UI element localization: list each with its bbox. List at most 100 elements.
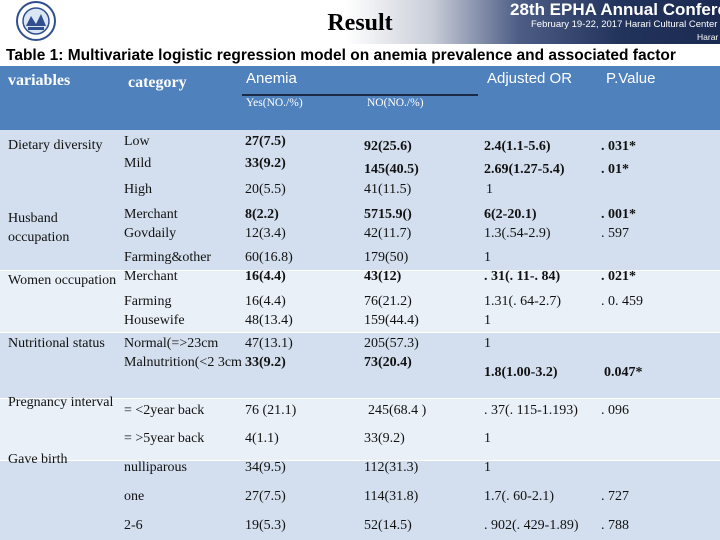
category-cell: Farming&other [124,250,212,265]
category-cell: High [124,182,152,197]
variable-pregnancy-interval: Pregnancy interval [8,395,114,410]
category-cell: Farming [124,294,172,309]
no-cell: 43(12) [364,269,402,284]
row-divider [0,398,720,399]
no-cell: 112(31.3) [364,460,419,475]
conference-title: 28th EPHA Annual Conference [510,0,720,19]
no-cell: 42(11.7) [364,226,412,241]
or-cell: 1.7(. 60-2.1) [484,489,554,504]
conference-dates: February 19-22, 2017 Harari Cultural Cen… [531,19,718,30]
category-cell: Malnutrition(<2 3cm [124,355,242,370]
yes-cell: 60(16.8) [245,250,293,265]
band-husband [0,270,720,332]
p-cell: . 0. 459 [601,294,643,309]
yes-cell: 76 (21.1) [245,403,297,418]
p-cell: . 001* [601,207,636,222]
or-cell: 2.69(1.27-5.4) [484,162,565,177]
yes-cell: 27(7.5) [245,489,286,504]
category-cell: 2-6 [124,518,143,533]
no-cell: 92(25.6) [364,139,412,154]
p-cell: . 021* [601,269,636,284]
row-divider [0,270,720,271]
category-cell: Low [124,134,150,149]
yes-cell: 8(2.2) [245,207,279,222]
category-cell: nulliparous [124,460,187,475]
yes-cell: 20(5.5) [245,182,286,197]
yes-cell: 47(13.1) [245,336,293,351]
band-dietary [0,130,720,270]
no-cell: 33(9.2) [364,431,405,446]
no-cell: 73(20.4) [364,355,412,370]
p-cell: . 727 [601,489,629,504]
category-cell: one [124,489,145,504]
category-cell: Merchant [124,207,178,222]
header-variables: variables [8,72,71,89]
no-cell: 145(40.5) [364,162,419,177]
yes-cell: 19(5.3) [245,518,286,533]
or-cell: 1 [484,336,491,351]
yes-cell: 16(4.4) [245,269,286,284]
yes-cell: 34(9.5) [245,460,286,475]
band-women [0,332,720,398]
no-cell: 245(68.4 ) [368,403,427,418]
header-adjusted-or: Adjusted OR [487,70,573,87]
regression-table: variables category Anemia Yes(NO./%) NO(… [0,66,720,540]
or-cell: 1.3(.54-2.9) [484,226,551,241]
header-yes: Yes(NO./%) [246,97,303,109]
row-divider [0,332,720,333]
p-cell: . 031* [601,139,636,154]
p-cell: . 788 [601,518,629,533]
no-cell: 76(21.2) [364,294,412,309]
category-cell: = <2year back [124,403,205,418]
p-cell: . 597 [601,226,629,241]
or-cell: 1.8(1.00-3.2) [484,365,558,380]
yes-cell: 12(3.4) [245,226,286,241]
variable-dietary-diversity: Dietary diversity [8,138,103,153]
p-cell: . 01* [601,162,629,177]
or-cell: . 31(. 11-. 84) [484,269,561,284]
category-cell: Normal(=>23cm [124,336,219,351]
no-cell: 5715.9() [364,207,412,222]
table-header [0,66,720,130]
or-cell: 1 [484,313,491,328]
or-cell: 1 [484,250,491,265]
conference-banner: 28th EPHA Annual Conference February 19-… [0,0,720,44]
header-no: NO(NO./%) [367,97,424,109]
or-cell: 6(2-20.1) [484,207,537,222]
or-cell: 1 [484,460,491,475]
variable-husband-occupation: Husband occupation [8,211,70,245]
or-cell: . 902(. 429-1.89) [484,518,579,533]
no-cell: 114(31.8) [364,489,419,504]
table-caption: Table 1: Multivariate logistic regressio… [6,47,676,64]
header-category: category [128,74,187,91]
p-cell: . 096 [601,403,629,418]
yes-cell: 48(13.4) [245,313,293,328]
variable-nutritional-status: Nutritional status [8,336,105,351]
no-cell: 205(57.3) [364,336,419,351]
no-cell: 52(14.5) [364,518,412,533]
no-cell: 159(44.4) [364,313,419,328]
conference-city: Harar [697,32,719,42]
no-cell: 41(11.5) [364,182,412,197]
yes-cell: 4(1.1) [245,431,279,446]
slide-title: Result [327,10,393,36]
anemia-underline [242,94,478,96]
header-anemia: Anemia [246,70,297,87]
variable-gave-birth: Gave birth [8,452,68,467]
category-cell: Housewife [124,313,185,328]
or-cell: 2.4(1.1-5.6) [484,139,551,154]
category-cell: Merchant [124,269,178,284]
category-cell: = >5year back [124,431,205,446]
or-cell: . 37(. 115-1.193) [484,403,578,418]
row-divider [0,460,720,461]
yes-cell: 27(7.5) [245,134,286,149]
header-p-value: P.Value [606,70,656,87]
p-cell: 0.047* [604,365,643,380]
category-cell: Mild [124,156,152,171]
or-cell: 1.31(. 64-2.7) [484,294,561,309]
or-cell: 1 [484,431,491,446]
band-nutrition [0,398,720,460]
yes-cell: 33(9.2) [245,156,286,171]
or-cell: 1 [486,182,493,197]
band-pregnancy [0,460,720,540]
